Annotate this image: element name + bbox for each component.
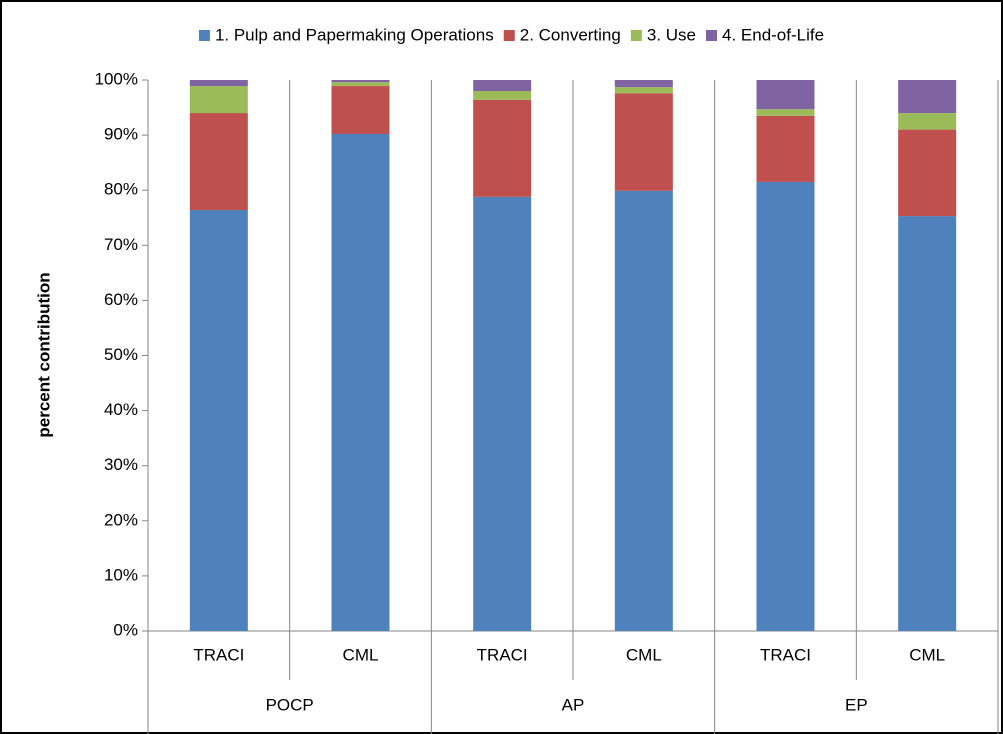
bar-segment bbox=[614, 87, 673, 94]
bar-segment bbox=[614, 80, 673, 88]
x-tick-label: TRACI bbox=[193, 645, 244, 664]
x-tick-label: CML bbox=[343, 645, 379, 664]
y-tick-label: 80% bbox=[104, 180, 138, 199]
bar-segment bbox=[189, 86, 248, 114]
y-tick-label: 100% bbox=[95, 69, 138, 88]
bar-segment bbox=[756, 80, 815, 110]
bar-segment bbox=[331, 82, 390, 87]
x-tick-label: TRACI bbox=[477, 645, 528, 664]
y-tick-label: 70% bbox=[104, 235, 138, 254]
bar-segment bbox=[331, 133, 390, 632]
y-axis-title: percent contribution bbox=[34, 272, 53, 437]
bar-segment bbox=[473, 196, 532, 631]
bar-segment bbox=[898, 216, 957, 632]
bar-segment bbox=[189, 113, 248, 211]
bar-segment bbox=[189, 80, 248, 87]
bar-segment bbox=[473, 99, 532, 197]
legend-swatch bbox=[706, 30, 717, 41]
group-label: POCP bbox=[266, 695, 314, 714]
bar-segment bbox=[898, 80, 957, 114]
y-tick-label: 60% bbox=[104, 290, 138, 309]
legend-label: 1. Pulp and Papermaking Operations bbox=[215, 25, 494, 44]
x-tick-label: CML bbox=[909, 645, 945, 664]
group-label: AP bbox=[562, 695, 585, 714]
bar-segment bbox=[473, 91, 532, 100]
bar-segment bbox=[898, 129, 957, 217]
bar-segment bbox=[898, 113, 957, 130]
legend-swatch bbox=[503, 30, 515, 41]
bar-segment bbox=[473, 80, 532, 92]
bar-segment bbox=[756, 109, 815, 116]
bar-segment bbox=[614, 93, 673, 191]
legend-label: 4. End-of-Life bbox=[722, 25, 824, 44]
legend-label: 3. Use bbox=[647, 25, 696, 44]
legend-label: 2. Converting bbox=[520, 25, 621, 44]
y-tick-label: 50% bbox=[104, 345, 138, 364]
bar-segment bbox=[331, 86, 390, 134]
bar-segment bbox=[756, 115, 815, 182]
legend-swatch bbox=[630, 30, 642, 41]
group-label: EP bbox=[845, 695, 868, 714]
legend-swatch bbox=[198, 30, 210, 41]
y-tick-label: 20% bbox=[104, 510, 138, 529]
x-tick-label: CML bbox=[626, 645, 662, 664]
y-tick-label: 90% bbox=[104, 125, 138, 144]
y-tick-label: 30% bbox=[104, 455, 138, 474]
x-tick-label: TRACI bbox=[760, 645, 811, 664]
bar-segment bbox=[189, 210, 248, 631]
y-tick-label: 40% bbox=[104, 400, 138, 419]
bar-segment bbox=[614, 190, 673, 631]
bar-segment bbox=[331, 80, 390, 83]
y-tick-label: 10% bbox=[104, 565, 138, 584]
bar-segment bbox=[756, 181, 815, 631]
y-tick-label: 0% bbox=[113, 620, 138, 639]
